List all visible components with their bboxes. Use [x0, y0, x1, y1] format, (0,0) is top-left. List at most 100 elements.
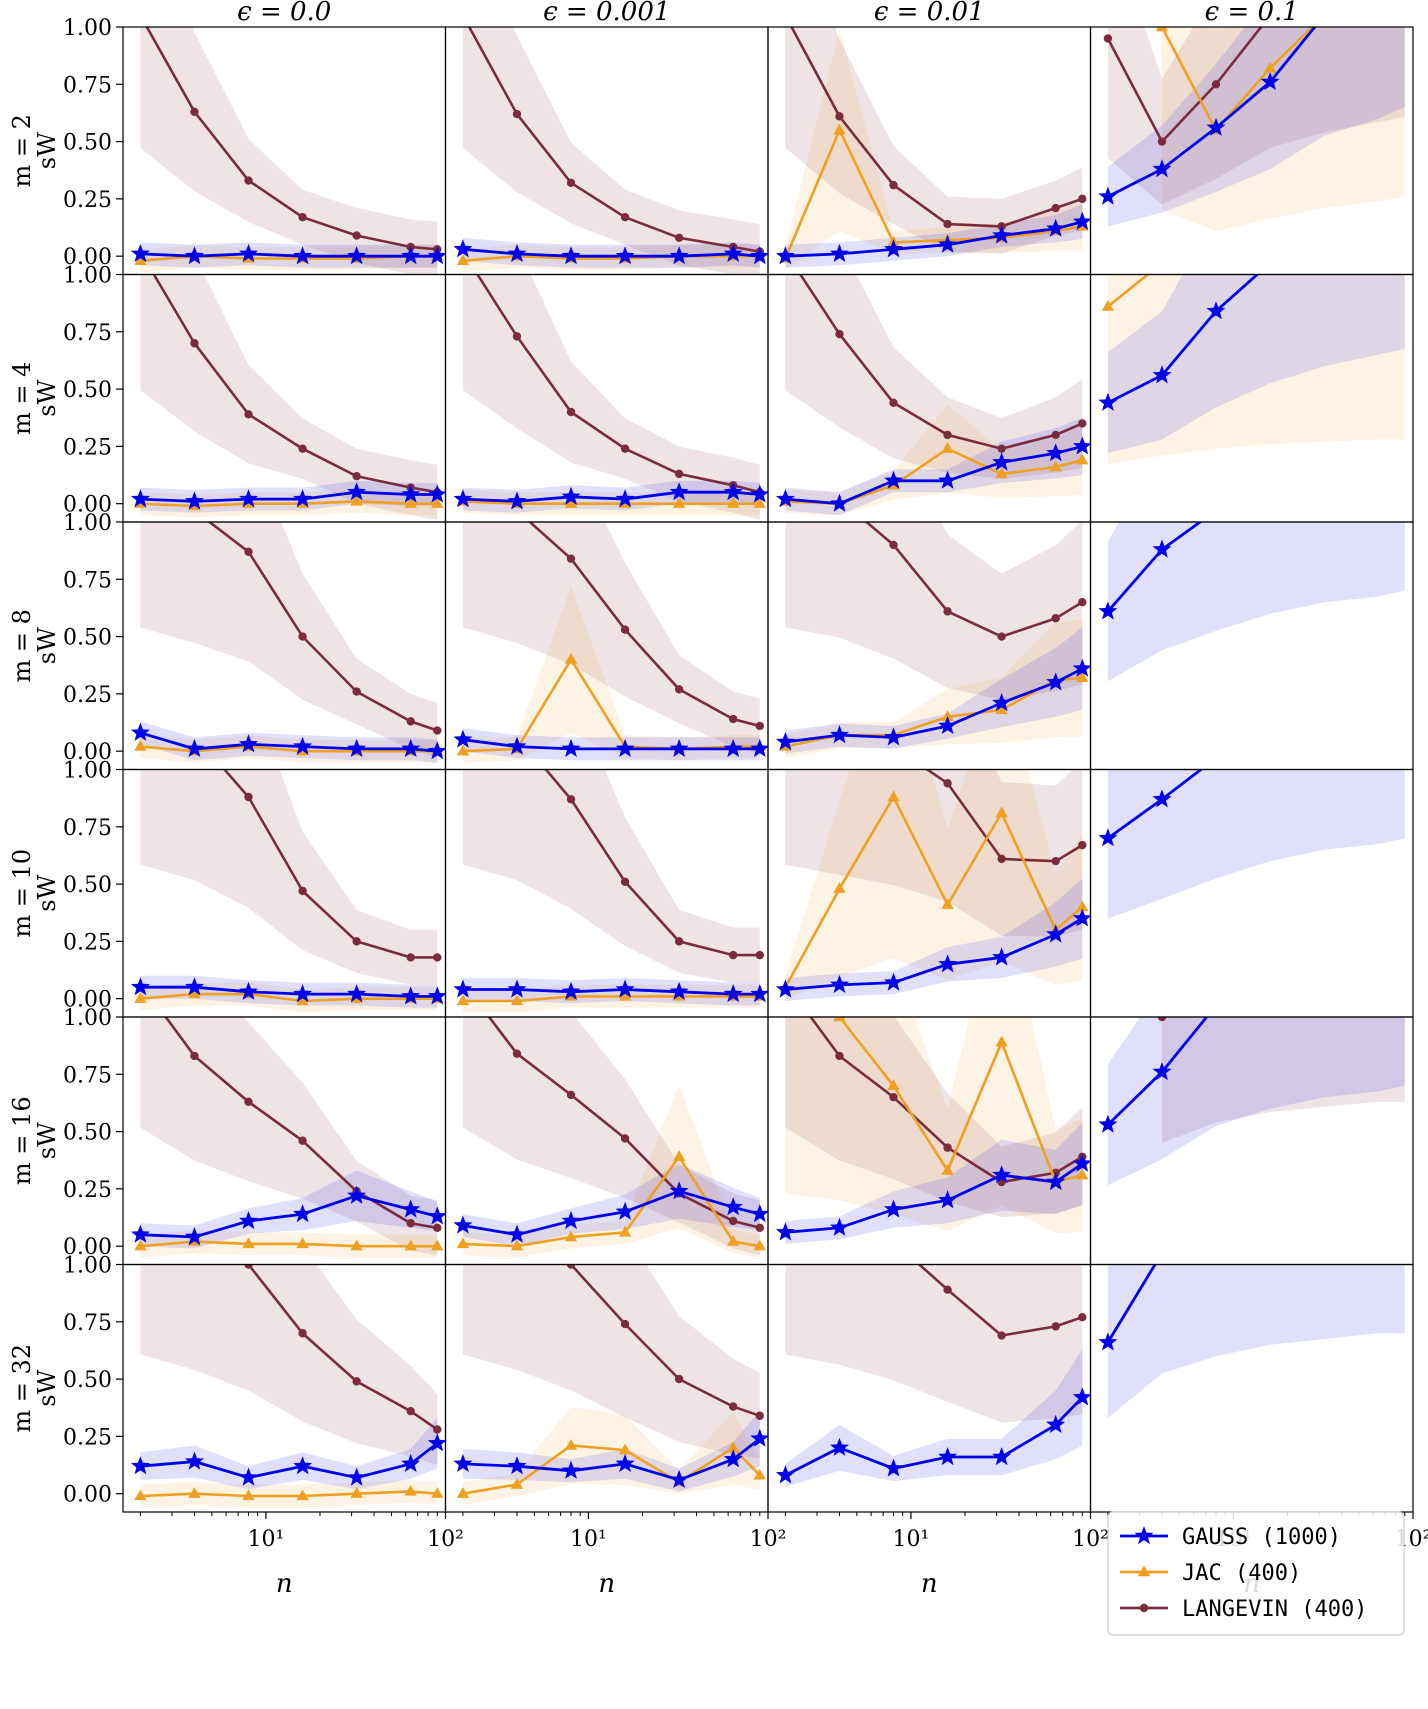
- x-tick-label-1-0: 10¹: [570, 1527, 607, 1552]
- point-gauss-0-0-4: [347, 246, 367, 265]
- point-gauss-5-1-1: [507, 1456, 527, 1475]
- point-gauss-2-0-6: [427, 741, 446, 760]
- panel-5-0: [130, 1264, 446, 1508]
- point-langevin-0-3-0: [1103, 34, 1113, 43]
- point-langevin-2-0-6: [433, 726, 442, 735]
- point-gauss-2-0-0: [130, 722, 150, 741]
- point-gauss-0-3-1: [1152, 159, 1172, 178]
- point-langevin-5-1-3: [620, 1319, 630, 1329]
- point-gauss-1-1-4: [669, 482, 689, 501]
- point-gauss-0-3-3: [1260, 72, 1280, 91]
- x-axis-label-0: n: [276, 1569, 293, 1599]
- point-gauss-3-0-6: [427, 986, 446, 1005]
- point-gauss-1-3-3: [1261, 253, 1280, 271]
- panel-4-1: [453, 1017, 768, 1258]
- y-axis-label-4: sW: [33, 1122, 61, 1159]
- point-jac-4-0-6: [431, 1239, 444, 1251]
- y-tick-label-4-2: 0.50: [63, 1121, 112, 1146]
- band-langevin-3-2: [785, 769, 1083, 937]
- point-langevin-4-3-5: [1401, 921, 1409, 929]
- row-label-2: m = 8: [8, 609, 36, 682]
- panel-3-2: [775, 769, 1091, 1001]
- y-tick-label-3-2: 0.50: [63, 873, 112, 898]
- point-gauss-1-2-1: [830, 493, 849, 512]
- point-langevin-1-1-2: [566, 407, 576, 417]
- band-langevin-3-0: [140, 769, 438, 985]
- point-gauss-0-3-2: [1206, 117, 1226, 136]
- point-gauss-5-1-3: [615, 1453, 635, 1472]
- point-gauss-1-1-6: [750, 484, 768, 503]
- legend-box: [1107, 1511, 1405, 1636]
- point-langevin-1-2-2: [889, 398, 898, 408]
- point-jac-4-2-4: [995, 1035, 1008, 1047]
- point-gauss-0-2-1: [830, 243, 849, 262]
- point-gauss-2-2-1: [830, 725, 849, 744]
- point-langevin-0-2-5: [1051, 203, 1060, 213]
- band-langevin-2-2: [785, 522, 1083, 700]
- point-jac-2-1-2: [564, 653, 578, 664]
- point-gauss-1-1-0: [453, 489, 473, 508]
- point-langevin-1-0-1: [190, 339, 199, 348]
- point-gauss-2-3-1: [1152, 539, 1172, 558]
- point-gauss-5-0-0: [130, 1456, 150, 1475]
- band-jac-2-1: [462, 586, 760, 763]
- point-langevin-4-0-1: [190, 1051, 199, 1061]
- band-jac-1-2: [785, 404, 1083, 516]
- band-jac-5-1: [462, 1407, 760, 1506]
- point-jac-2-1-0: [456, 744, 470, 756]
- point-langevin-3-2-5: [1051, 856, 1060, 866]
- y-tick-label-1-3: 0.75: [63, 321, 112, 346]
- point-gauss-5-2-0: [775, 1465, 795, 1484]
- point-gauss-4-0-3: [293, 1204, 313, 1223]
- point-langevin-5-0-3: [298, 1329, 307, 1338]
- point-langevin-1-1-1: [512, 332, 522, 341]
- point-jac-4-0-0: [134, 1239, 147, 1251]
- point-gauss-3-3-5: [1369, 679, 1388, 697]
- band-langevin-3-1: [462, 769, 760, 983]
- point-langevin-0-0-0: [136, 11, 144, 19]
- point-gauss-2-1-0: [453, 729, 473, 748]
- y-tick-label-1-4: 1.00: [63, 264, 112, 289]
- point-gauss-2-1-4: [669, 738, 689, 757]
- panel-1-2: [775, 274, 1091, 516]
- point-jac-1-3-1: [1156, 257, 1168, 268]
- point-jac-1-0-5: [404, 497, 417, 508]
- panel-2-1: [453, 522, 768, 763]
- point-gauss-1-0-5: [401, 484, 421, 503]
- point-langevin-0-2-0: [781, 11, 789, 19]
- point-gauss-1-3-4: [1315, 219, 1334, 237]
- point-gauss-1-2-0: [775, 489, 795, 508]
- point-gauss-0-0-3: [293, 246, 313, 265]
- point-gauss-4-0-1: [185, 1227, 204, 1246]
- point-jac-3-0-0: [134, 992, 147, 1003]
- band-langevin-0-0: [140, 27, 438, 275]
- y-axis-label-0: sW: [33, 132, 61, 169]
- point-gauss-2-2-2: [884, 727, 903, 746]
- point-gauss-2-0-2: [239, 734, 258, 753]
- point-jac-5-0-4: [350, 1487, 363, 1498]
- legend-marker-jac: [1137, 1565, 1151, 1577]
- point-langevin-0-0-3: [298, 213, 307, 222]
- point-langevin-3-0-3: [298, 886, 307, 896]
- point-langevin-0-1-4: [674, 233, 684, 243]
- point-jac-2-2-4: [995, 703, 1008, 715]
- point-gauss-3-2-4: [992, 947, 1012, 966]
- point-gauss-1-0-2: [239, 489, 258, 508]
- point-langevin-4-3-1: [1212, 967, 1220, 975]
- y-tick-label-2-2: 0.50: [63, 626, 112, 651]
- y-tick-label-1-1: 0.25: [63, 435, 112, 460]
- point-langevin-0-0-2: [244, 176, 253, 185]
- y-tick-label-2-4: 1.00: [63, 511, 112, 536]
- point-gauss-1-2-4: [992, 452, 1012, 471]
- band-langevin-2-0: [140, 522, 438, 758]
- point-gauss-1-0-0: [130, 489, 150, 508]
- point-langevin-5-2-3: [943, 1285, 952, 1294]
- band-langevin-5-1: [462, 1264, 760, 1459]
- point-langevin-1-2-4: [997, 444, 1006, 453]
- point-jac-5-1-0: [456, 1487, 470, 1498]
- band-gauss-0-3: [1107, 27, 1405, 227]
- point-langevin-2-2-3: [943, 607, 952, 616]
- point-gauss-0-1-4: [669, 246, 689, 265]
- point-gauss-4-2-4: [992, 1165, 1012, 1184]
- point-jac-5-0-0: [134, 1489, 147, 1501]
